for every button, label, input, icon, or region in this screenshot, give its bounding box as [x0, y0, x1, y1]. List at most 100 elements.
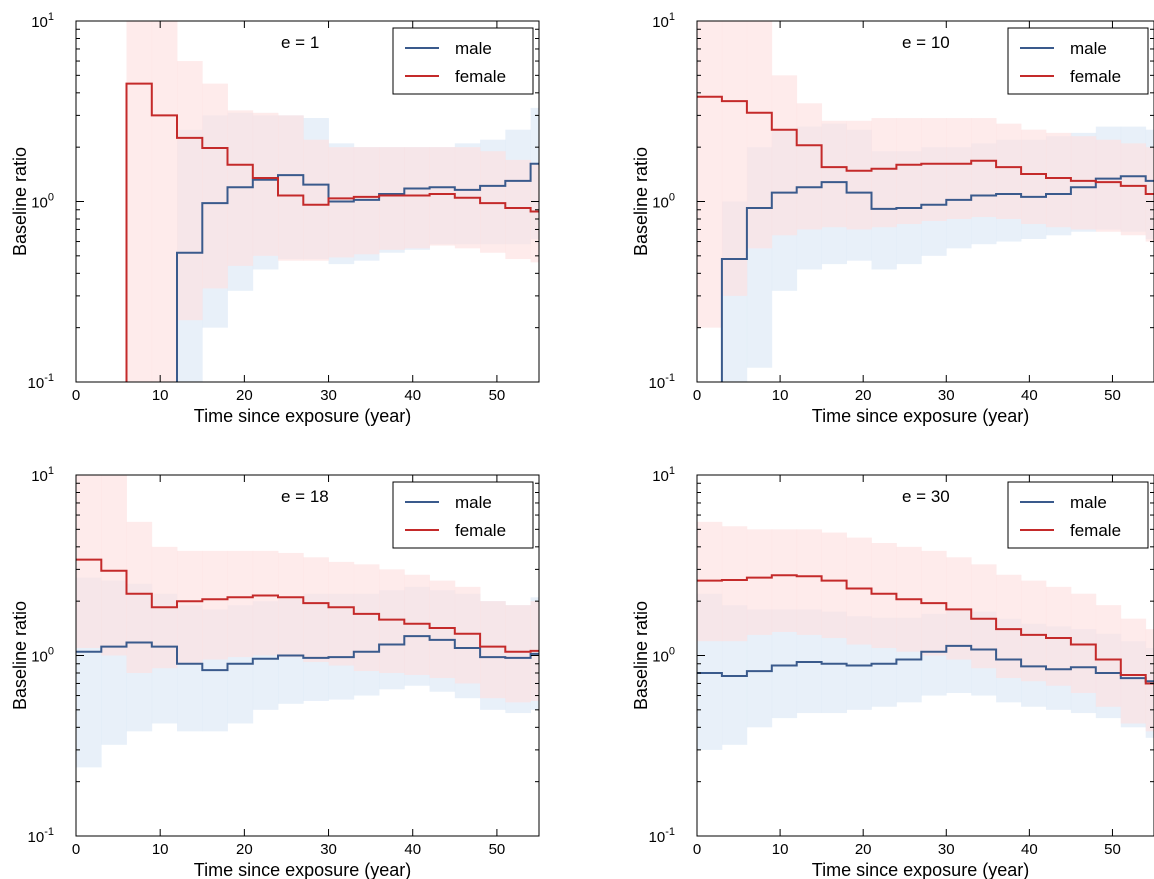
- female-band-bin: [996, 123, 1022, 219]
- y-tick-label: 101: [652, 11, 675, 31]
- male-series-line: [697, 644, 1154, 683]
- x-tick-label: 30: [938, 387, 955, 404]
- y-axis-label: Baseline ratio: [631, 147, 651, 256]
- y-axis-label: Baseline ratio: [10, 601, 30, 710]
- x-tick-label: 50: [489, 387, 506, 404]
- panel-annotation: e = 10: [902, 33, 950, 52]
- legend-box: [392, 27, 534, 95]
- female-band-bin: [252, 550, 279, 656]
- x-tick-label: 40: [404, 387, 421, 404]
- female-band-bin: [971, 564, 997, 669]
- x-tick-label: 30: [938, 841, 955, 858]
- female-band-bin: [303, 557, 329, 663]
- female-band-bin: [746, 529, 773, 635]
- x-tick-label: 0: [72, 841, 80, 858]
- y-axis-label: Baseline ratio: [631, 601, 651, 710]
- x-tick-label: 30: [320, 387, 337, 404]
- panel-annotation: e = 30: [902, 487, 950, 506]
- x-tick-label: 40: [404, 841, 421, 858]
- legend: male female: [392, 27, 534, 95]
- female-band-bin: [1021, 580, 1047, 682]
- chart-panel-2: 0 10 20 30 40 50 10-1 100 101 Time since exposure…: [631, 11, 1154, 426]
- female-band-bin: [76, 475, 102, 649]
- female-band-bin: [480, 151, 506, 253]
- x-tick-label: 50: [1104, 841, 1121, 858]
- female-band-bin: [227, 550, 254, 658]
- x-tick-label: 0: [72, 387, 80, 404]
- y-tick-label: 101: [652, 465, 675, 485]
- x-tick-label: 40: [1021, 841, 1038, 858]
- legend: male female: [1007, 481, 1149, 549]
- female-band-bin: [721, 21, 748, 296]
- chart-panel-1: 0 10 20 30 40 50 10-1 100 101 Time since exposure…: [10, 11, 540, 426]
- female-band-bin: [1021, 129, 1047, 225]
- female-band-bin: [404, 147, 430, 249]
- panel-annotation: e = 18: [281, 487, 329, 506]
- female-band-bin: [846, 120, 872, 230]
- female-band-bin: [480, 601, 506, 699]
- female-band-bin: [202, 550, 228, 660]
- male-series-line: [720, 175, 1154, 382]
- female-band-bin: [846, 537, 872, 645]
- panel-annotation: e = 1: [281, 33, 319, 52]
- legend-label-male: male: [1070, 39, 1107, 58]
- female-band-bin: [328, 561, 355, 666]
- x-tick-label: 10: [152, 841, 169, 858]
- x-tick-label: 30: [320, 841, 337, 858]
- y-tick-label: 101: [31, 465, 54, 485]
- female-series-line: [76, 558, 539, 653]
- female-band-bin: [821, 532, 847, 639]
- female-band-bin: [1045, 586, 1072, 686]
- x-tick-label: 20: [236, 387, 253, 404]
- y-tick-label: 100: [31, 192, 54, 212]
- legend-label-female: female: [455, 67, 506, 86]
- x-axis-label: Time since exposure (year): [812, 860, 1029, 879]
- female-band-bin: [454, 586, 481, 684]
- female-band-bin: [404, 574, 430, 675]
- legend-box: [392, 481, 534, 549]
- female-band-bin: [721, 526, 748, 642]
- chart-panel-4: 0 10 20 30 40 50 10-1 100 101 Time since exposure…: [631, 465, 1154, 879]
- x-tick-label: 10: [772, 387, 789, 404]
- female-series-line: [697, 95, 1154, 195]
- y-axis-label: Baseline ratio: [10, 147, 30, 256]
- female-band-bin: [101, 475, 127, 656]
- legend-box: [1007, 481, 1149, 549]
- female-band-bin: [202, 83, 228, 289]
- legend: male female: [1007, 27, 1149, 95]
- female-band-bin: [177, 550, 203, 664]
- female-band-bin: [177, 61, 203, 321]
- x-axis-label: Time since exposure (year): [812, 406, 1029, 426]
- female-band-bin: [1070, 593, 1097, 693]
- y-tick-label: 10-1: [28, 372, 54, 392]
- female-band-bin: [796, 103, 823, 230]
- x-tick-label: 20: [855, 841, 872, 858]
- female-band-bin: [821, 120, 847, 228]
- x-tick-label: 0: [693, 841, 701, 858]
- legend-label-female: female: [1070, 521, 1121, 540]
- female-band-bin: [379, 569, 405, 673]
- legend: male female: [392, 481, 534, 549]
- female-band-bin: [871, 543, 897, 649]
- x-tick-label: 40: [1021, 387, 1038, 404]
- legend-label-male: male: [1070, 493, 1107, 512]
- y-tick-label: 101: [31, 11, 54, 31]
- female-band-bin: [1095, 605, 1122, 707]
- female-band-bin: [278, 552, 304, 658]
- x-tick-label: 0: [693, 387, 701, 404]
- y-tick-label: 10-1: [28, 826, 54, 846]
- female-band-bin: [429, 147, 456, 246]
- chart-panel-3: 0 10 20 30 40 50 10-1 100 101 Time since exposure…: [10, 465, 540, 879]
- female-band-bin: [746, 21, 773, 249]
- female-series-line: [697, 574, 1154, 685]
- female-band-bin: [1120, 143, 1147, 236]
- y-tick-label: 100: [652, 192, 675, 212]
- x-tick-label: 20: [855, 387, 872, 404]
- x-tick-label: 10: [772, 841, 789, 858]
- female-band-bin: [379, 147, 405, 250]
- female-band-bin: [771, 529, 798, 632]
- male-series-line: [76, 635, 539, 672]
- female-band-bin: [1045, 132, 1072, 228]
- y-tick-label: 10-1: [649, 826, 675, 846]
- x-tick-label: 20: [236, 841, 253, 858]
